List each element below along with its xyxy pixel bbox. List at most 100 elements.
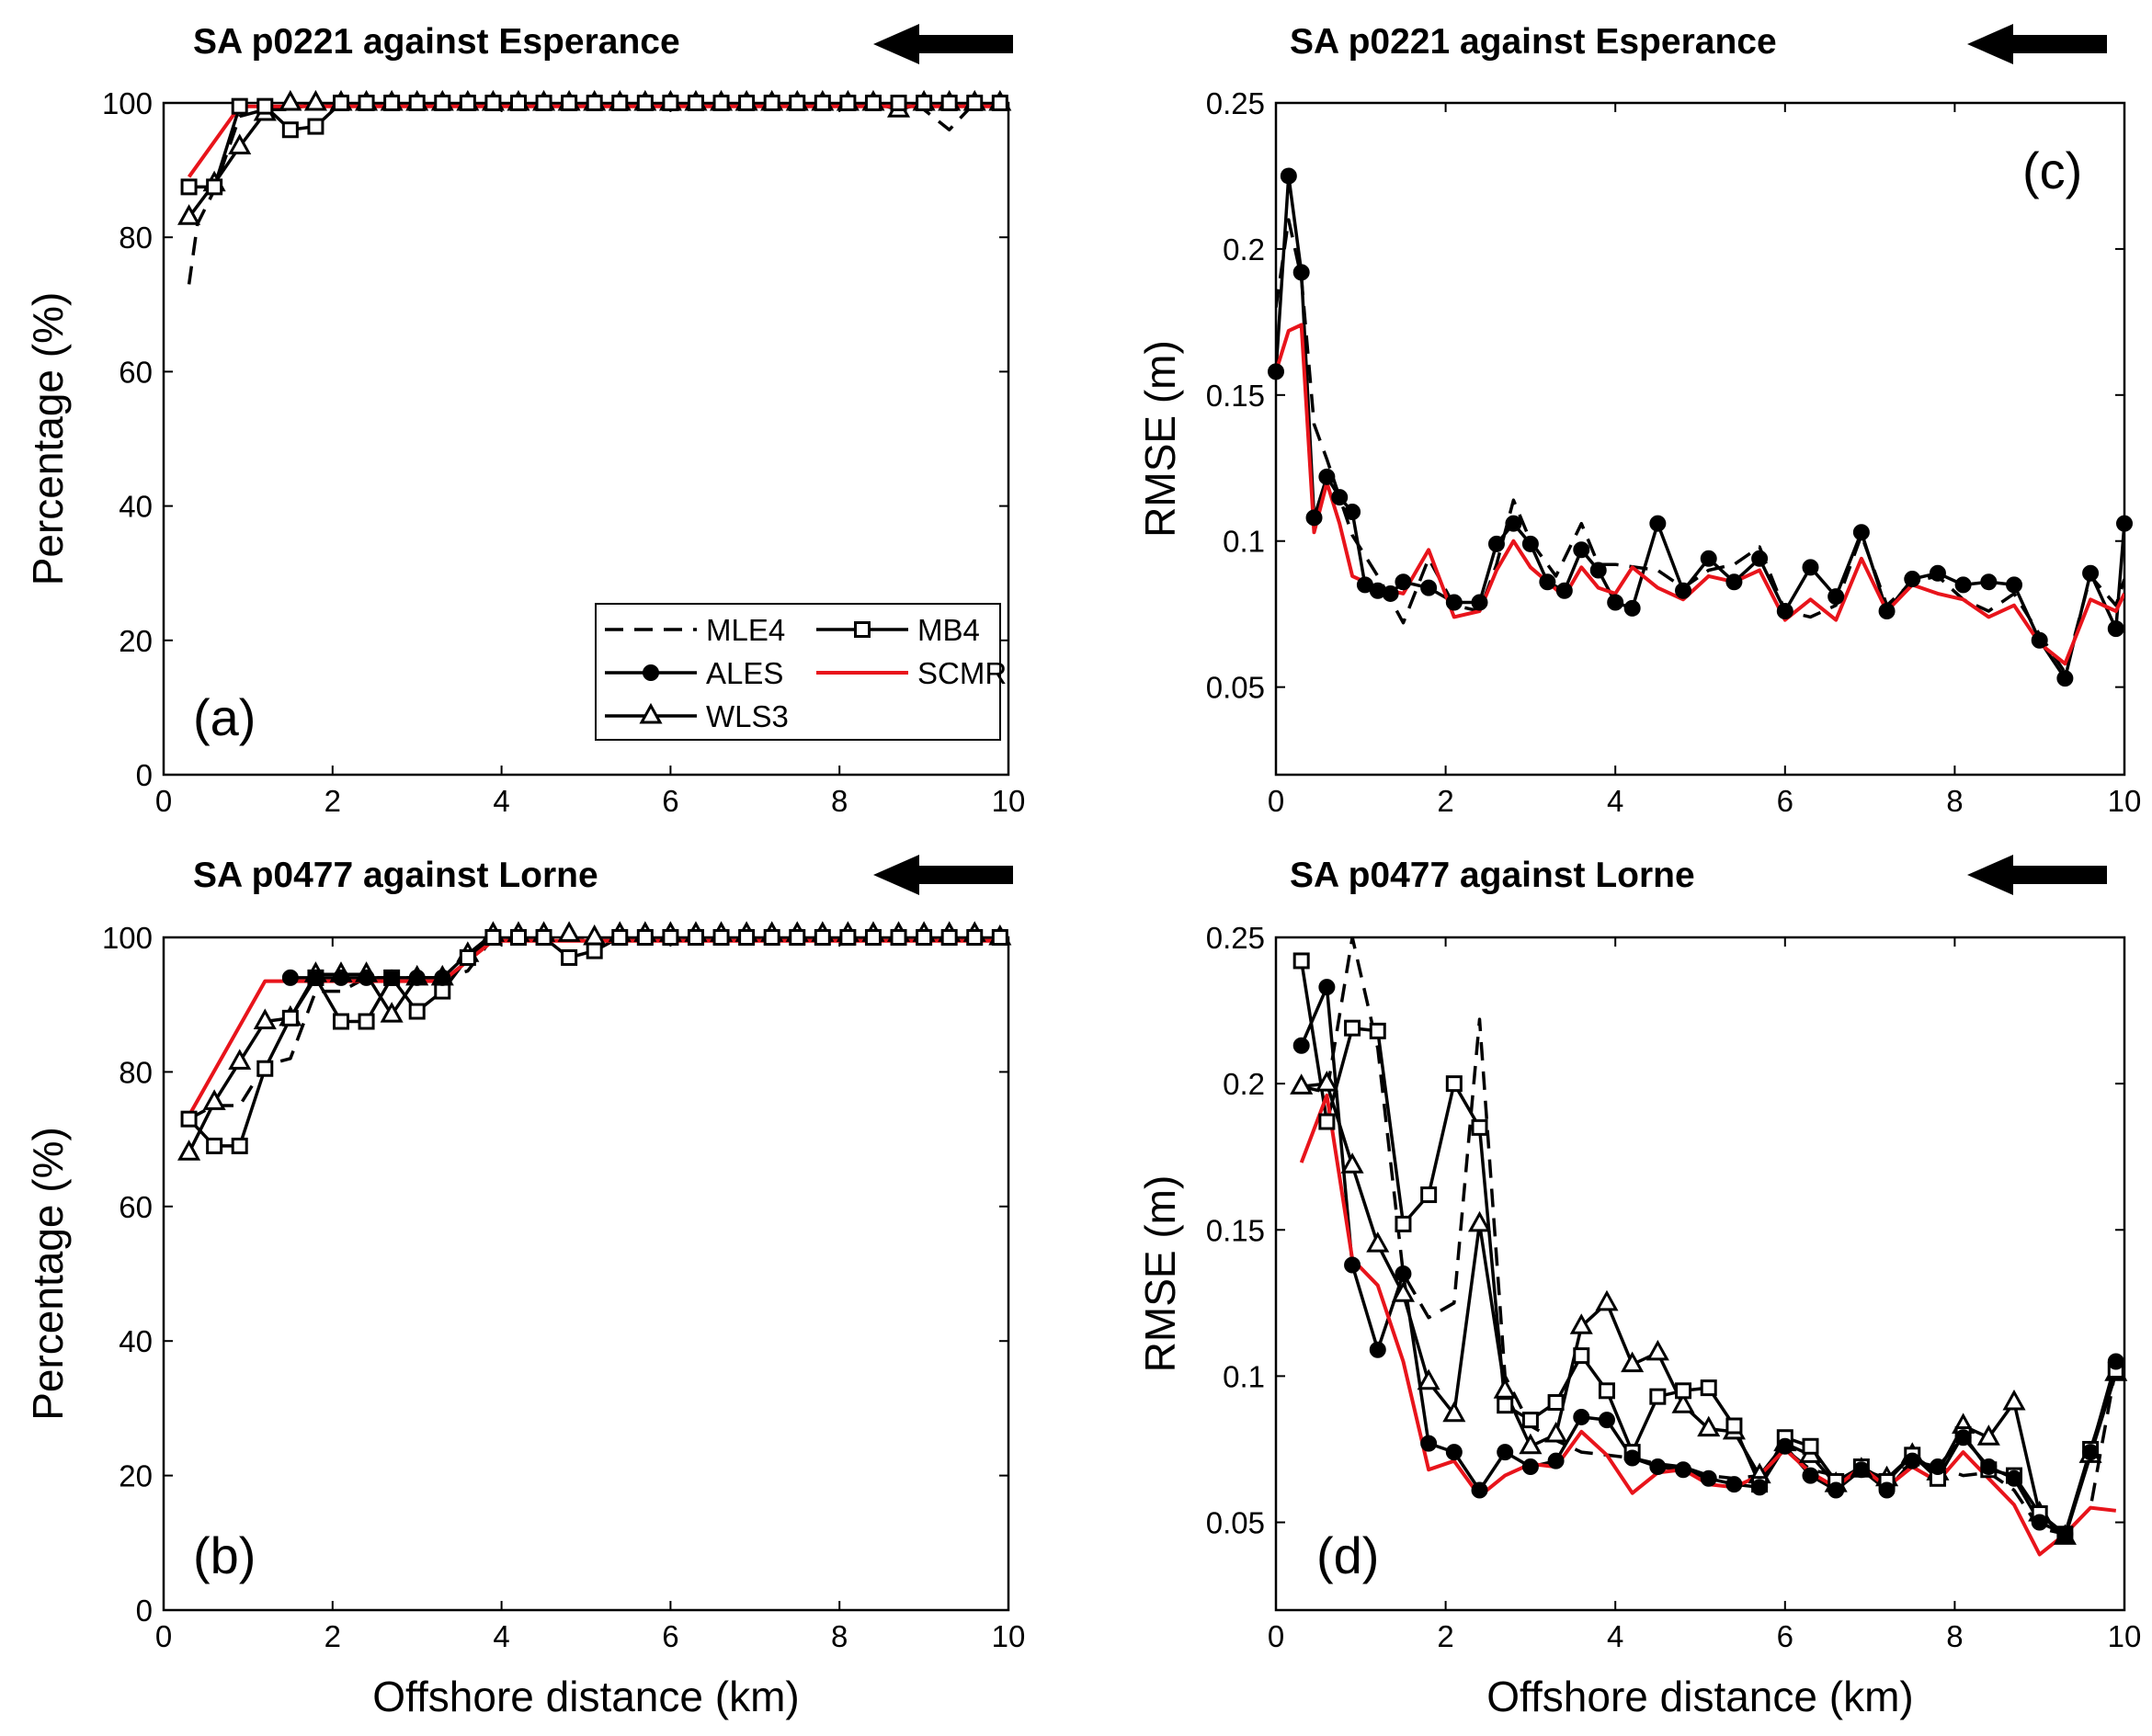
series-mb4-marker [940,95,958,111]
series-mb4-marker [1598,1382,1615,1400]
series-ales-marker [1623,599,1641,617]
series-mb4-marker [1700,1379,1717,1397]
series-ales-marker [1445,594,1463,611]
series-wls3-marker [557,921,581,942]
series-ales-marker [1725,1476,1743,1493]
series-wls3-marker [1442,1401,1466,1423]
series-mb4-marker [1675,1382,1692,1400]
series-mb4-line [188,103,1000,189]
series-ales-marker [1725,573,1743,591]
y-tick-label: 100 [102,86,153,120]
plot-frame [1274,936,2126,1612]
series-ales-marker [1318,979,1336,996]
panel-label: (c) [2022,142,2082,199]
series-ales-marker [1751,1479,1769,1496]
series-mb4-marker [814,95,831,111]
series-wls3-marker [253,1008,277,1029]
series-mb4-marker [916,929,933,946]
chart-title: SA p0477 against Lorne [193,856,598,895]
series-ales-marker [1980,1458,1998,1476]
legend-label: SCMR [917,656,1007,690]
series-ales-marker [1904,571,1921,588]
series-ales-marker [408,969,426,986]
series-mb4-marker [712,929,730,946]
series-mb4-marker [206,178,223,196]
series-ales-marker [1382,584,1399,602]
y-axis-label: Percentage (%) [24,1127,72,1421]
x-tick-label: 2 [1437,784,1453,818]
series-ales-marker [1878,1481,1896,1499]
y-tick-label: 0.1 [1223,1359,1265,1393]
series-ales-marker [1395,573,1412,591]
series-wls3-marker [177,1140,201,1161]
panel-label: (a) [193,688,256,746]
series-mb4-marker [636,929,654,946]
series-ales-marker [1505,515,1522,532]
series-mb4-marker [586,942,603,959]
series-ales-marker [1292,264,1310,281]
series-mb4-marker [890,929,907,946]
series-mb4-marker [1802,1437,1819,1455]
x-tick-label: 4 [1607,784,1623,818]
series-wls3-marker [1290,1073,1314,1095]
series-mb4-marker [1547,1394,1565,1412]
plot-frame [1274,101,2126,777]
series-ales-marker [1700,1469,1717,1487]
direction-arrow-icon [873,24,1013,64]
series-wls3-marker [228,1049,252,1070]
series-ales-line [1276,174,2124,680]
y-tick-label: 0.15 [1206,1213,1265,1247]
series-wls3-marker [1467,1210,1492,1232]
y-tick-label: 40 [119,1324,153,1358]
series-ales-marker [1521,535,1539,552]
x-tick-label: 2 [325,1619,341,1653]
series-mb4-marker [1395,1215,1412,1232]
series-wls3-marker [1671,1392,1695,1413]
series-ales-marker [1649,515,1667,532]
series-mb4-marker [484,95,502,111]
series-mb4-marker [586,95,603,111]
series-ales-marker [2006,1469,2023,1487]
series-ales-marker [1802,1467,1819,1484]
x-tick-label: 10 [992,784,1026,818]
x-tick-label: 6 [1777,784,1793,818]
legend-label: MB4 [917,613,980,647]
series-ales-marker [281,969,299,986]
series-wls3-marker [1645,1339,1669,1361]
series-mb4-marker [1292,952,1310,970]
series-mb4-marker [864,95,882,111]
series-mb4-marker [738,929,756,946]
y-tick-label: 60 [119,355,153,389]
series-mb4-marker [1344,1019,1361,1037]
x-tick-label: 8 [831,784,848,818]
x-axis-label: Offshore distance (km) [1486,1673,1913,1720]
series-wls3-marker [1697,1415,1721,1437]
series-mb4-marker [1318,1113,1336,1130]
series-ales-marker [2082,1444,2100,1461]
y-tick-label: 0 [136,758,153,792]
series-mb4-marker [459,948,476,966]
series-ales-marker [1471,1481,1488,1499]
series-wls3-marker [202,1089,226,1110]
series-ales-marker [1573,541,1590,559]
series-mb4-marker [662,95,679,111]
series-ales-marker [1607,594,1624,611]
series-scmr-line [187,938,1008,1117]
series-ales-marker [434,969,451,986]
legend-label: WLS3 [706,699,789,733]
series-mb4-marker [763,95,780,111]
series-mb4-marker [991,929,1008,946]
y-tick-label: 60 [119,1190,153,1224]
series-ales-marker [307,969,325,986]
series-ales-marker [2031,1514,2048,1531]
series-ales-marker [2082,564,2100,582]
series-mb4-marker [1573,1347,1590,1365]
series-ales-marker [1980,573,1998,591]
series-wls3-marker [1340,1152,1364,1174]
legend-swatch-marker [854,621,871,638]
plot-frame [162,936,1010,1612]
series-wls3-marker [1519,1433,1543,1455]
y-tick-label: 0.25 [1206,86,1265,120]
series-ales-marker [1649,1458,1667,1476]
series-mb4-marker [256,1060,274,1077]
